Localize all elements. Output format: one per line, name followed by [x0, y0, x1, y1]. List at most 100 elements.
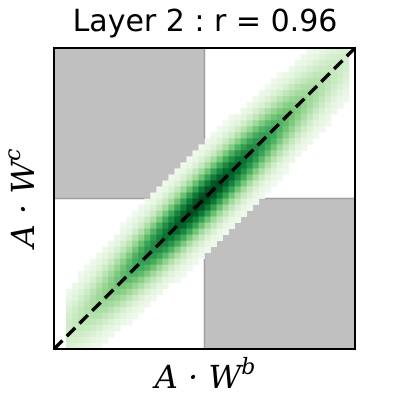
density-cell — [252, 156, 260, 163]
density-cell — [342, 72, 350, 79]
density-cell — [162, 276, 169, 284]
density-cell — [276, 150, 284, 157]
density-cell — [144, 246, 151, 254]
density-cell — [330, 60, 338, 67]
density-cell — [324, 60, 332, 67]
density-cell — [216, 138, 223, 145]
density-cell — [174, 258, 181, 266]
density-cell — [240, 168, 248, 175]
density-cell — [336, 90, 344, 97]
density-cell — [114, 276, 121, 284]
density-cell — [294, 138, 302, 145]
density-cell — [198, 156, 205, 163]
density-cell — [108, 246, 115, 254]
density-cell — [120, 234, 127, 242]
density-cell — [216, 174, 223, 181]
density-cell — [216, 162, 223, 169]
chart-title: Layer 2 : r = 0.96 — [73, 4, 338, 39]
density-cell — [138, 270, 145, 278]
density-cell — [96, 306, 103, 314]
density-cell — [156, 186, 163, 193]
density-cell — [198, 162, 205, 169]
density-cell — [342, 66, 350, 73]
density-cell — [204, 168, 211, 175]
density-cell — [102, 282, 109, 290]
density-cell — [276, 84, 284, 91]
density-cell — [324, 114, 332, 121]
density-cell — [318, 96, 326, 103]
density-cell — [96, 294, 103, 302]
density-cell — [198, 216, 205, 223]
density-cell — [90, 264, 97, 272]
density-cell — [234, 132, 242, 139]
density-cell — [114, 318, 121, 326]
density-cell — [330, 78, 338, 85]
density-cell — [228, 204, 235, 211]
density-cell — [126, 312, 133, 320]
density-cell — [144, 216, 151, 223]
density-cell — [162, 216, 169, 223]
density-cell — [324, 78, 332, 85]
density-cell — [342, 48, 350, 55]
density-cell — [108, 264, 115, 272]
density-cell — [174, 216, 181, 223]
density-cell — [186, 156, 193, 163]
density-cell — [120, 306, 127, 314]
density-cell — [264, 144, 272, 151]
density-cell — [300, 54, 308, 61]
density-cell — [78, 294, 85, 302]
density-cell — [72, 294, 79, 302]
density-cell — [264, 108, 272, 115]
density-cell — [162, 198, 169, 205]
density-cell — [258, 150, 266, 157]
density-cell — [108, 312, 115, 320]
density-cell — [180, 270, 187, 278]
density-cell — [72, 306, 79, 314]
density-cell — [174, 270, 181, 278]
density-cell — [276, 96, 284, 103]
density-cell — [150, 264, 157, 272]
density-cell — [108, 306, 115, 314]
density-cell — [198, 168, 205, 175]
density-cell — [330, 96, 338, 103]
density-cell — [336, 48, 344, 55]
density-cell — [126, 234, 133, 242]
density-cell — [192, 174, 199, 181]
density-cell — [306, 108, 314, 115]
density-cell — [126, 246, 133, 254]
density-cell — [282, 72, 290, 79]
density-cell — [156, 210, 163, 217]
density-cell — [300, 144, 308, 151]
density-cell — [120, 246, 127, 254]
density-cell — [186, 246, 193, 254]
density-cell — [192, 246, 199, 254]
density-cell — [276, 144, 284, 151]
density-cell — [288, 120, 296, 127]
density-cell — [198, 150, 205, 157]
density-cell — [168, 174, 175, 181]
density-cell — [312, 126, 320, 133]
density-cell — [222, 162, 229, 169]
density-cell — [258, 108, 266, 115]
density-cell — [228, 186, 235, 193]
density-cell — [180, 228, 187, 236]
density-cell — [222, 180, 229, 187]
density-cell — [228, 210, 235, 217]
density-cell — [246, 174, 254, 181]
density-cell — [84, 318, 91, 326]
density-cell — [306, 132, 314, 139]
density-cell — [264, 180, 272, 187]
density-cell — [102, 306, 109, 314]
density-cell — [204, 246, 211, 254]
density-cell — [252, 108, 260, 115]
density-cell — [174, 174, 181, 181]
density-cell — [264, 156, 272, 163]
density-cell — [258, 174, 266, 181]
density-cell — [150, 240, 157, 248]
density-cell — [186, 162, 193, 169]
density-cell — [300, 102, 308, 109]
density-cell — [204, 216, 211, 223]
density-cell — [312, 48, 320, 55]
density-cell — [234, 156, 242, 163]
